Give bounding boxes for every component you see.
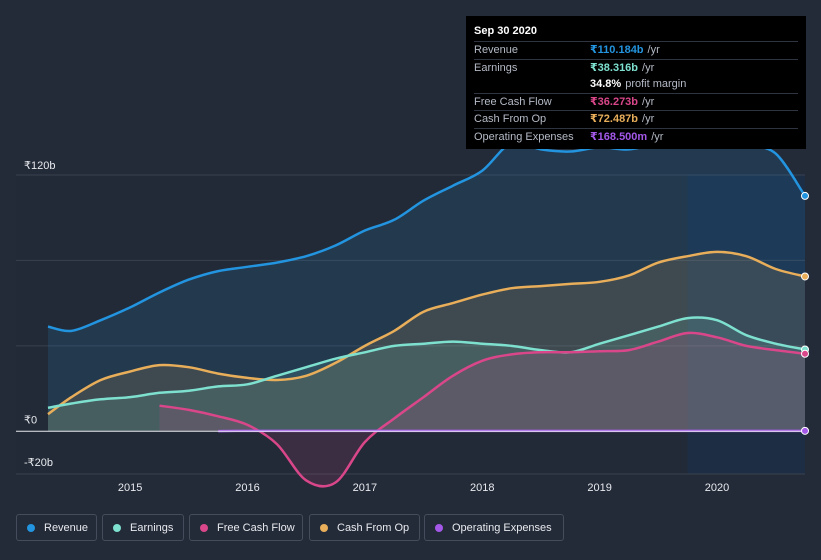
tooltip-label: Revenue bbox=[474, 44, 519, 56]
x-tick-label-2018: 2018 bbox=[470, 482, 494, 494]
cash-from-op-dot-icon bbox=[320, 523, 328, 532]
y-tick-label-bottom: -₹20b bbox=[24, 457, 53, 469]
legend-label: Revenue bbox=[44, 521, 89, 534]
revenue-endpoint bbox=[801, 191, 809, 200]
tooltip-row-cash-from-op: Cash From Op ₹72.487b /yr bbox=[474, 110, 798, 128]
legend-item-revenue[interactable]: Revenue bbox=[16, 514, 97, 541]
highlight-band bbox=[687, 174, 805, 474]
tooltip-unit: /yr bbox=[647, 44, 660, 56]
plot-background bbox=[16, 174, 805, 474]
series-areas bbox=[48, 138, 805, 487]
earnings-area bbox=[48, 317, 805, 432]
x-tick-label-2019: 2019 bbox=[587, 482, 611, 494]
tooltip-row-operating-expenses: Operating Expenses ₹168.500m /yr bbox=[474, 127, 798, 146]
tooltip-unit: /yr bbox=[642, 61, 655, 74]
free-cash-flow-line[interactable] bbox=[159, 331, 806, 488]
tooltip-date: Sep 30 2020 bbox=[474, 25, 537, 37]
tooltip-value: 34.8% bbox=[590, 78, 622, 90]
operating-expenses-endpoint bbox=[801, 426, 809, 435]
x-tick-label-2020: 2020 bbox=[705, 482, 729, 494]
x-tick-label-2015: 2015 bbox=[118, 482, 142, 494]
revenue-dot-icon bbox=[27, 523, 35, 532]
legend-item-free-cash-flow[interactable]: Free Cash Flow bbox=[189, 514, 303, 541]
tooltip-row-profit-margin: 34.8% profit margin bbox=[474, 76, 798, 93]
cash-from-op-endpoint bbox=[801, 272, 809, 281]
tooltip-label: Operating Expenses bbox=[474, 130, 574, 143]
free-cash-flow-dot-icon bbox=[200, 523, 208, 532]
legend-label: Operating Expenses bbox=[452, 521, 552, 534]
legend-item-earnings[interactable]: Earnings bbox=[102, 514, 184, 541]
tooltip-label: Earnings bbox=[474, 61, 518, 74]
gridlines bbox=[16, 174, 805, 475]
tooltip-row-free-cash-flow: Free Cash Flow ₹36.273b /yr bbox=[474, 92, 798, 111]
tooltip-unit: /yr bbox=[642, 113, 655, 125]
legend-label: Earnings bbox=[130, 521, 174, 534]
operating-expenses-dot-icon bbox=[435, 523, 443, 532]
free-cash-flow-area bbox=[159, 332, 805, 487]
y-tick-label-top: ₹120b bbox=[24, 160, 55, 172]
cash-from-op-line[interactable] bbox=[47, 250, 806, 416]
tooltip-label: Cash From Op bbox=[474, 113, 547, 125]
earnings-line[interactable] bbox=[47, 316, 806, 410]
tooltip-row-earnings: Earnings ₹38.316b /yr bbox=[474, 58, 798, 77]
tooltip-unit: profit margin bbox=[625, 78, 687, 90]
revenue-area bbox=[48, 138, 805, 432]
tooltip-label: Free Cash Flow bbox=[474, 95, 552, 108]
tooltip-value: ₹36.273b bbox=[590, 95, 639, 108]
x-tick-label-2017: 2017 bbox=[353, 482, 377, 494]
x-tick-label-2016: 2016 bbox=[235, 482, 259, 494]
tooltip-value: ₹38.316b bbox=[590, 61, 639, 74]
tooltip-unit: /yr bbox=[651, 130, 664, 143]
tooltip-row-revenue: Revenue ₹110.184b /yr bbox=[474, 41, 798, 59]
tooltip-value: ₹72.487b bbox=[590, 113, 639, 125]
tooltip-panel: Sep 30 2020 Revenue ₹110.184b /yr Earnin… bbox=[466, 16, 806, 149]
legend-item-cash-from-op[interactable]: Cash From Op bbox=[309, 514, 420, 541]
free-cash-flow-endpoint bbox=[801, 349, 809, 358]
legend-item-operating-expenses[interactable]: Operating Expenses bbox=[424, 514, 564, 541]
tooltip-value: ₹168.500m bbox=[590, 130, 648, 143]
tooltip-unit: /yr bbox=[642, 95, 655, 108]
tooltip-value: ₹110.184b bbox=[590, 44, 644, 56]
legend-label: Cash From Op bbox=[337, 521, 410, 534]
earnings-dot-icon bbox=[113, 523, 121, 532]
legend-label: Free Cash Flow bbox=[217, 521, 295, 534]
series-endpoints bbox=[801, 191, 809, 435]
y-tick-label-zero: ₹0 bbox=[24, 414, 37, 426]
